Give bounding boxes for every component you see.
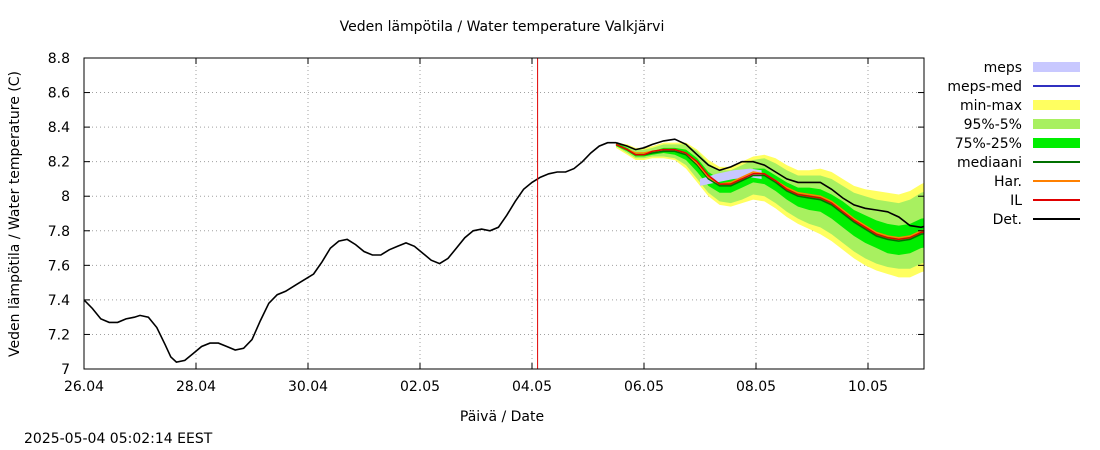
x-tick-label: 26.04 — [64, 379, 104, 395]
x-tick-label: 04.05 — [512, 379, 552, 395]
legend-label: mediaani — [957, 155, 1022, 171]
y-tick-label: 7.6 — [48, 258, 70, 274]
legend-label: 95%-5% — [964, 117, 1022, 133]
timestamp: 2025-05-04 05:02:14 EEST — [24, 431, 213, 447]
legend-label: 75%-25% — [955, 136, 1022, 152]
y-tick-label: 8 — [61, 189, 70, 205]
legend-item: Det. — [993, 212, 1080, 228]
x-axis-ticks: 26.04 28.04 30.04 02.05 04.05 06.05 08.05 10.05 — [64, 58, 888, 395]
legend-label: meps — [984, 60, 1022, 76]
line-mediaani — [615, 143, 924, 242]
line-det-forecast — [615, 138, 924, 229]
band-75-25 — [616, 142, 924, 255]
legend-label: IL — [1010, 193, 1022, 209]
line-il — [615, 143, 924, 241]
legend-item: meps — [984, 60, 1080, 76]
line-det-observed — [84, 141, 616, 363]
y-axis-ticks: 7 7.2 7.4 7.6 7.8 8 8.2 8.4 8.6 8.8 — [48, 51, 924, 378]
legend-item: 75%-25% — [955, 136, 1080, 152]
legend-item: mediaani — [957, 155, 1080, 171]
y-tick-label: 7.4 — [48, 293, 70, 309]
plot-frame — [83, 57, 925, 370]
legend-swatch — [1033, 119, 1080, 129]
x-tick-label: 30.04 — [288, 379, 328, 395]
legend: meps meps-med min-max 95%-5% 75%-25% mediaani… — [947, 60, 1080, 228]
y-tick-label: 7.8 — [48, 224, 70, 240]
y-tick-label: 7 — [61, 362, 70, 378]
legend-swatch — [1033, 100, 1080, 110]
chart-title: Veden lämpötila / Water temperature Valk… — [340, 19, 665, 35]
plot-border — [83, 57, 925, 370]
legend-item: Har. — [994, 174, 1080, 190]
x-axis-label: Päivä / Date — [460, 409, 544, 425]
band-95-5 — [616, 142, 924, 269]
y-tick-label: 8.4 — [48, 120, 70, 136]
legend-label: Har. — [994, 174, 1022, 190]
series-lines — [84, 138, 924, 363]
legend-item: 95%-5% — [964, 117, 1080, 133]
y-axis-label: Veden lämpötila / Water temperature (C) — [7, 71, 23, 357]
x-tick-label: 08.05 — [736, 379, 776, 395]
y-tick-label: 8.8 — [48, 51, 70, 67]
grid-lines — [84, 58, 924, 369]
legend-label: min-max — [960, 98, 1022, 114]
x-tick-label: 06.05 — [624, 379, 664, 395]
y-tick-label: 8.2 — [48, 155, 70, 171]
x-tick-label: 28.04 — [176, 379, 216, 395]
legend-label: Det. — [993, 212, 1022, 228]
legend-label: meps-med — [947, 79, 1022, 95]
legend-swatch — [1033, 62, 1080, 72]
y-tick-label: 7.2 — [48, 327, 70, 343]
legend-item: min-max — [960, 98, 1080, 114]
x-tick-label: 02.05 — [400, 379, 440, 395]
legend-item: IL — [1010, 193, 1080, 209]
x-tick-label: 10.05 — [848, 379, 888, 395]
legend-swatch — [1033, 138, 1080, 148]
legend-item: meps-med — [947, 79, 1080, 95]
y-tick-label: 8.6 — [48, 86, 70, 102]
